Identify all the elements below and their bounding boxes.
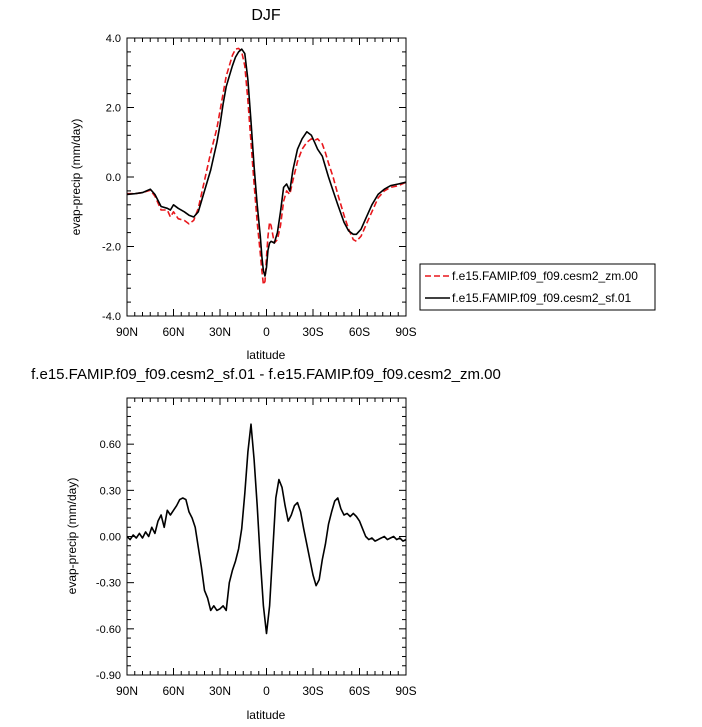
y-tick-label: -0.90 <box>96 670 121 682</box>
x-tick-label: 60N <box>162 325 184 339</box>
x-tick-label: 60S <box>349 325 370 339</box>
y-tick-label: -0.60 <box>96 624 121 636</box>
plot-area: 90N 60N 30N 0 30S 60S 90S -4.0 -2.0 0.0 2.0 4.0 <box>102 33 417 339</box>
y-tick-label: 0.00 <box>100 532 121 544</box>
y-tick-label: -2.0 <box>102 242 121 254</box>
x-tick-label: 30N <box>209 684 231 698</box>
series-line-0 <box>127 47 407 286</box>
y-tick-label: -4.0 <box>102 311 121 323</box>
y-tick-label: -0.30 <box>96 578 121 590</box>
chart-title: DJF <box>251 7 281 24</box>
x-tick-label: 90S <box>395 325 416 339</box>
x-axis-label: latitude <box>247 348 286 362</box>
y-tick-label: 2.0 <box>106 103 121 115</box>
x-tick-label: 60N <box>162 684 184 698</box>
series-group <box>126 423 407 635</box>
y-tick-label: 0.0 <box>106 172 121 184</box>
y-tick-label: 0.60 <box>100 439 121 451</box>
x-tick-label: 30S <box>302 325 323 339</box>
x-tick-label: 30S <box>302 684 323 698</box>
x-tick-label: 0 <box>263 325 270 339</box>
plot-frame <box>126 37 407 317</box>
x-tick-label: 90N <box>116 325 138 339</box>
x-tick-label: 90S <box>395 684 416 698</box>
legend: f.e15.FAMIP.f09_f09.cesm2_zm.00 f.e15.FA… <box>419 263 656 311</box>
legend-label-sf: f.e15.FAMIP.f09_f09.cesm2_sf.01 <box>452 291 632 305</box>
y-tick-label: 4.0 <box>106 33 121 45</box>
series-line-1 <box>126 48 407 277</box>
x-tick-label: 30N <box>209 325 231 339</box>
x-tick-label: 60S <box>349 684 370 698</box>
series-line-0 <box>126 423 407 635</box>
x-tick-label: 90N <box>116 684 138 698</box>
x-tick-label: 0 <box>263 684 270 698</box>
plot-frame <box>126 397 407 676</box>
legend-label-zm: f.e15.FAMIP.f09_f09.cesm2_zm.00 <box>452 269 638 283</box>
top-panel: DJF latitude evap-precip (mm/day) 90N 60N… <box>69 7 417 362</box>
y-axis-label: evap-precip (mm/day) <box>65 478 79 595</box>
chart-title: f.e15.FAMIP.f09_f09.cesm2_sf.01 - f.e15.… <box>31 366 501 383</box>
bottom-panel: f.e15.FAMIP.f09_f09.cesm2_sf.01 - f.e15.… <box>31 366 501 722</box>
x-axis-label: latitude <box>247 708 286 722</box>
series-group <box>126 47 407 286</box>
legend-box <box>419 263 656 311</box>
y-tick-label: 0.30 <box>100 485 121 497</box>
y-axis-label: evap-precip (mm/day) <box>69 119 83 236</box>
plot-area: 90N 60N 30N 0 30S 60S 90S -0.90 -0.60 -0.30 0.00 0.… <box>96 397 417 698</box>
